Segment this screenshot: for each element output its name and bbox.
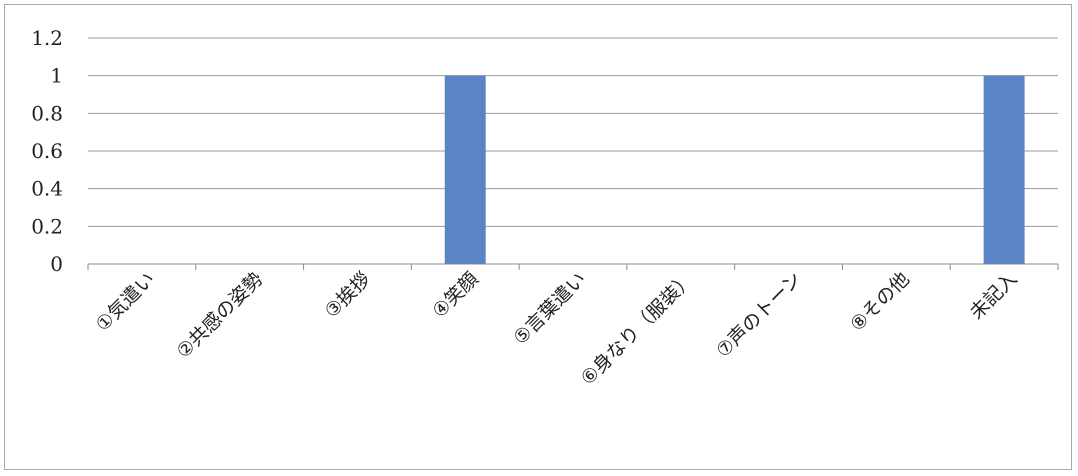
x-tick-label: ④笑顔 [428,268,482,322]
x-tick-label: ⑤言葉遣い [509,268,590,349]
x-tick-label: ③挨拶 [320,268,374,322]
y-tick-label: 0.6 [31,139,63,163]
x-tick-label: ⑧その他 [846,268,914,336]
y-tick-label: 1.2 [31,26,63,50]
y-tick-label: 1 [50,64,63,88]
x-tick-label: ②共感の姿勢 [172,268,267,363]
y-tick-label: 0 [50,252,63,276]
bar [983,75,1025,265]
bar [444,75,486,265]
y-tick-label: 0.2 [31,214,63,238]
x-tick-label: ⑦声のトーン [712,268,806,362]
x-tick-label: ⑥身なり（服装） [577,268,699,390]
x-tick-label: ①気遣い [92,268,160,336]
y-tick-label: 0.8 [31,101,63,125]
y-tick-label: 0.4 [31,177,63,201]
chart-frame [4,4,1072,470]
x-tick-label: 未記入 [966,268,1022,324]
